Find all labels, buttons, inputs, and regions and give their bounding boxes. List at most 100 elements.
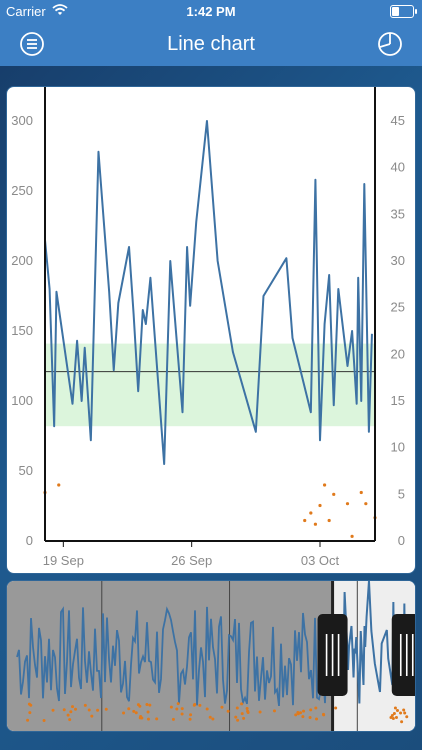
navigator-point [234,715,238,719]
navigator-point [211,717,215,721]
navigator-point [169,705,173,709]
navigator-point [302,709,306,713]
navigator-point [294,713,298,717]
navigator-point [220,705,224,709]
y-left-tick-label: 150 [11,323,33,338]
navigator-point [314,706,318,710]
series-point [327,518,331,523]
navigator-history-line [16,606,330,707]
navigator-point [68,718,72,722]
menu-icon[interactable] [18,30,46,58]
navigator-point [192,703,196,707]
series-point [322,483,327,487]
y-right-tick-label: 10 [391,440,405,455]
navigator-point [74,707,78,711]
series-line[interactable] [44,120,373,465]
series-point [364,502,368,506]
navigator-point [208,715,212,719]
navigator-point [245,706,249,710]
navigator-point [180,707,184,711]
range-navigator[interactable] [7,581,415,731]
navigator-point [90,714,94,718]
series-point [332,492,336,496]
navigator-point [246,710,250,714]
navigator-point [393,706,397,710]
navigator-point [296,712,300,716]
navigator-point [145,703,149,707]
navigator-point [399,711,403,715]
navigator-point [395,709,399,712]
y-left-tick-label: 0 [26,533,33,548]
y-right-tick-label: 0 [398,533,405,548]
wifi-icon [52,4,68,15]
navigator-point [87,708,91,712]
navigator-point [146,717,150,721]
series-point [303,518,307,523]
navigator-point [205,707,209,711]
navigator-point [138,716,142,720]
navigator-point [148,703,152,707]
x-tick-label: 19 Sep [43,553,84,568]
navigator-point [29,703,33,707]
navigator-point [62,708,66,712]
y-right-tick-label: 25 [391,300,405,315]
y-left-tick-label: 50 [19,463,33,478]
y-right-tick-label: 30 [391,253,405,268]
series-point [318,503,322,508]
series-point [309,511,313,515]
navigator-point [26,718,30,722]
navigator-point [242,716,246,720]
chart-time-icon[interactable] [376,30,404,58]
navigator-point [240,712,244,716]
navigator-point [394,716,398,719]
y-left-tick-label: 100 [11,393,33,408]
navigator-point [83,703,87,707]
navigator-point [42,719,46,723]
series-point [345,502,350,506]
navigator-point [127,707,131,711]
navigator-point [175,707,179,711]
series-point [57,483,61,487]
navigator-point [308,715,312,719]
status-bar: Carrier 1:42 PM [0,0,422,22]
y-right-tick-label: 20 [391,346,405,361]
navigator-point [188,717,192,721]
navigator-point [155,717,159,721]
y-right-tick-label: 45 [391,113,405,128]
y-right-tick-label: 35 [391,206,405,221]
navigator-point [226,709,230,713]
series-point [359,490,363,495]
navigator-point [189,713,193,717]
main-chart-panel: 0 50 100 150 200 250 300 0 5 10 15 20 25 30 35 40 45 19 S… [6,86,416,574]
navigator-point [176,702,180,706]
navigator-point [322,713,326,717]
navigator-point [301,715,305,719]
y-right-tick-label: 40 [391,160,405,175]
x-tick-label: 03 Oct [301,553,340,568]
navigator-point [236,718,240,722]
navigator-point [28,711,32,715]
navigator-right-handle[interactable] [391,614,415,696]
navigator-point [390,714,394,717]
navigator-left-handle[interactable] [317,614,348,696]
y-left-tick-label: 300 [11,113,33,128]
target-band [45,343,375,427]
y-left-tick-label: 250 [11,183,33,198]
navigator-point [400,720,404,724]
y-left-tick-label: 200 [11,253,33,268]
navigator-point [272,709,276,713]
navigator-point [334,706,338,710]
navigator-point [235,706,239,710]
line-chart[interactable]: 0 50 100 150 200 250 300 0 5 10 15 20 25 30 35 40 45 19 S… [7,87,415,573]
navigator-point [392,712,396,715]
series-point [350,534,354,538]
page-title: Line chart [167,33,255,55]
navigator-point [134,711,138,715]
navigator-point [122,711,126,715]
navigator-point [309,708,313,712]
navigator-point [51,708,55,712]
navigator-left-mask [7,581,333,731]
navigator-point [136,703,140,707]
handle-body[interactable] [391,614,415,696]
navigator-point [132,709,136,713]
